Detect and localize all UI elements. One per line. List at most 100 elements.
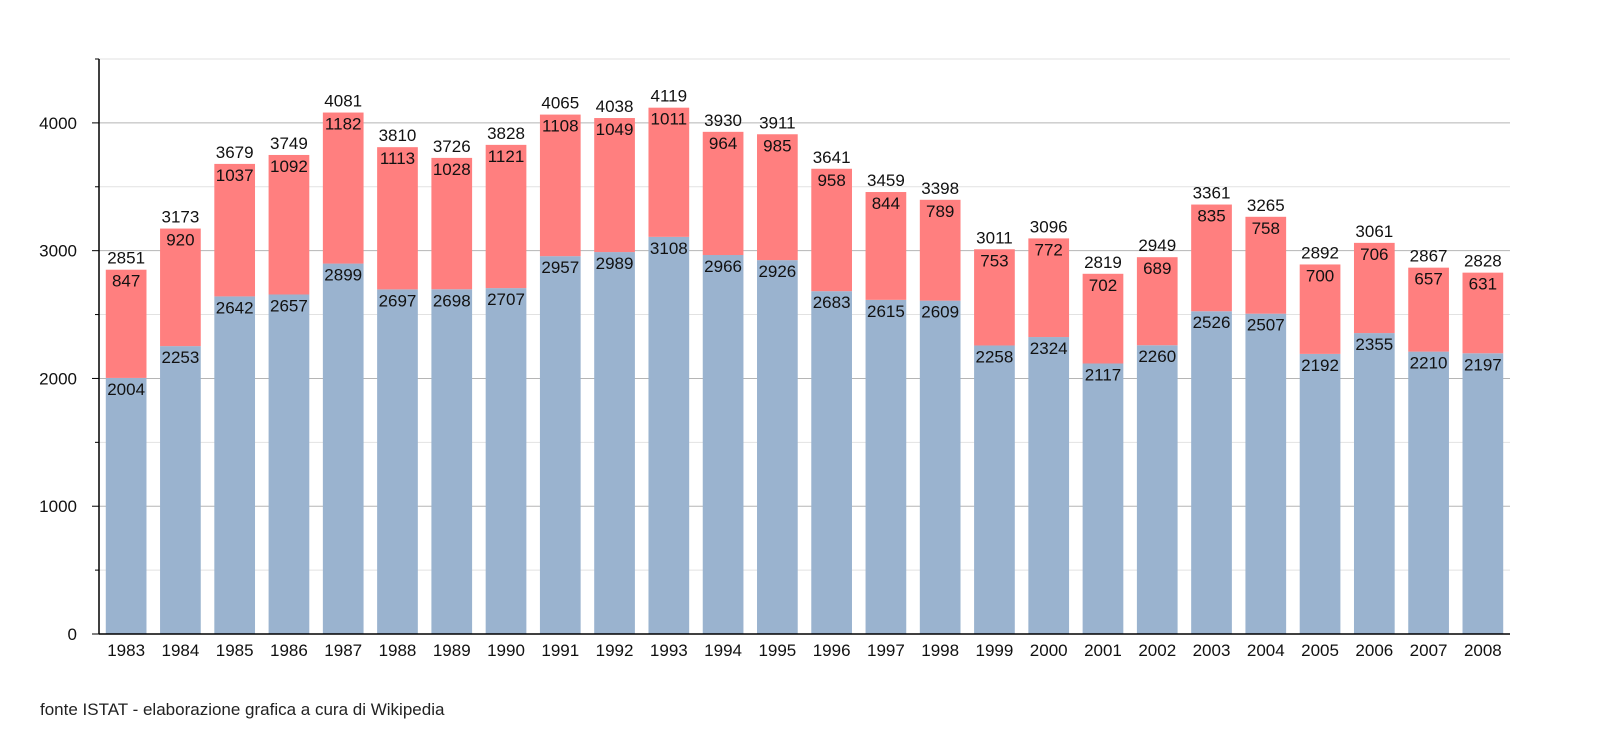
x-tick-label: 1990: [487, 641, 525, 660]
bar-segment-lower: [268, 294, 310, 634]
total-value-label: 3265: [1247, 196, 1285, 215]
total-value-label: 3726: [433, 137, 471, 156]
bar-segment-lower: [1408, 351, 1449, 634]
total-value-label: 3459: [867, 171, 905, 190]
bar-segment-upper: [1462, 272, 1504, 354]
segment-value-label: 2989: [596, 254, 634, 273]
x-tick-label: 1998: [921, 641, 959, 660]
grid-lines: [99, 58, 1510, 571]
segment-value-label: 3108: [650, 239, 688, 258]
segment-value-label: 706: [1360, 245, 1388, 264]
segment-value-label: 2615: [867, 302, 905, 321]
x-tick-label: 1986: [270, 641, 308, 660]
bar-segment-upper: [757, 134, 798, 261]
bar-segment-lower: [1462, 353, 1504, 634]
segment-value-label: 772: [1035, 240, 1063, 259]
bar-segment-upper: [1245, 216, 1287, 314]
bar-segment-lower: [160, 346, 201, 634]
segment-value-label: 920: [166, 231, 194, 250]
x-tick-label: 2008: [1464, 641, 1502, 660]
x-tick-label: 1989: [433, 641, 471, 660]
segment-value-label: 1121: [488, 147, 525, 166]
bar-segment-lower: [757, 260, 798, 634]
segment-value-label: 2899: [324, 266, 362, 285]
bar-segment-upper: [1082, 273, 1124, 364]
y-tick-label: 0: [68, 625, 77, 644]
bar-segment-upper: [702, 131, 744, 256]
total-value-label: 3361: [1193, 184, 1231, 203]
bar-segment-upper: [1408, 267, 1449, 352]
segment-value-label: 2253: [161, 348, 199, 367]
total-value-label: 3911: [759, 113, 796, 132]
bar-segment-upper: [594, 118, 635, 253]
x-tick-label: 1997: [867, 641, 905, 660]
segment-value-label: 2698: [433, 291, 471, 310]
bar-segment-lower: [214, 296, 256, 634]
x-tick-label: 1992: [596, 641, 634, 660]
bar-segment-upper: [377, 147, 418, 290]
segment-value-label: 2957: [541, 258, 579, 277]
total-value-label: 3096: [1030, 217, 1068, 236]
segment-value-label: 2210: [1410, 354, 1448, 373]
stacked-bar-chart: 2004 847 2851 2253 920 3173 2642 1037 3679 2657 10…: [39, 58, 1510, 660]
total-value-label: 3398: [921, 179, 959, 198]
segment-value-label: 2260: [1138, 347, 1176, 366]
total-value-label: 3810: [379, 126, 417, 145]
total-value-label: 3641: [813, 148, 851, 167]
total-value-label: 2892: [1301, 243, 1339, 262]
bar-segment-lower: [1082, 363, 1124, 634]
segment-value-label: 1108: [542, 117, 579, 136]
bar-segment-lower: [1299, 353, 1341, 634]
total-value-label: 3679: [216, 143, 254, 162]
bar-segment-upper: [865, 192, 907, 300]
bar-segment-upper: [919, 199, 961, 301]
segment-value-label: 758: [1252, 219, 1280, 238]
bar-segment-upper: [268, 154, 310, 295]
segment-value-label: 2926: [758, 262, 796, 281]
x-tick-label: 1987: [324, 641, 362, 660]
y-tick-label: 4000: [39, 114, 77, 133]
bar-segment-lower: [485, 288, 527, 634]
x-tick-label: 2005: [1301, 641, 1339, 660]
bar-segment-lower: [1028, 337, 1070, 634]
x-tick-label: 1994: [704, 641, 742, 660]
bar-segment-upper: [648, 107, 690, 237]
segment-value-label: 844: [872, 194, 900, 213]
bar-segment-lower: [105, 377, 147, 634]
segment-value-label: 964: [709, 134, 737, 153]
bar-segment-upper: [1136, 257, 1178, 346]
segment-value-label: 2258: [976, 347, 1014, 366]
x-tick-label: 1995: [758, 641, 796, 660]
bar-segment-upper: [105, 269, 147, 378]
x-tick-label: 2000: [1030, 641, 1068, 660]
bar-segment-upper: [1299, 264, 1341, 354]
segment-value-label: 1011: [651, 110, 688, 129]
y-tick-label: 1000: [39, 497, 77, 516]
segment-value-label: 1037: [216, 166, 254, 185]
segment-value-label: 2707: [487, 290, 525, 309]
segment-value-label: 1028: [433, 160, 471, 179]
x-tick-label: 2002: [1138, 641, 1176, 660]
bar-segment-upper: [322, 112, 364, 264]
segment-value-label: 847: [112, 272, 140, 291]
segment-value-label: 1182: [325, 115, 362, 134]
bar-segment-upper: [431, 157, 473, 290]
segment-value-label: 1049: [596, 120, 634, 139]
segment-value-label: 702: [1089, 276, 1117, 295]
total-value-label: 2828: [1464, 252, 1502, 271]
bar-segment-upper: [160, 228, 201, 347]
total-value-label: 3011: [976, 228, 1013, 247]
source-note: fonte ISTAT - elaborazione grafica a cur…: [40, 700, 445, 719]
segment-value-label: 2197: [1464, 355, 1502, 374]
segment-value-label: 2642: [216, 298, 254, 317]
x-tick-label: 1993: [650, 641, 688, 660]
total-value-label: 3061: [1355, 222, 1393, 241]
segment-value-label: 2192: [1301, 356, 1339, 375]
bars: [105, 107, 1504, 635]
segment-value-label: 1113: [380, 149, 415, 168]
x-tick-label: 2006: [1355, 641, 1393, 660]
x-tick-label: 2004: [1247, 641, 1285, 660]
x-tick-label: 1985: [216, 641, 254, 660]
x-tick-label: 1999: [976, 641, 1014, 660]
data-labels: 2004 847 2851 2253 920 3173 2642 1037 3679 2657 10…: [107, 87, 1502, 399]
